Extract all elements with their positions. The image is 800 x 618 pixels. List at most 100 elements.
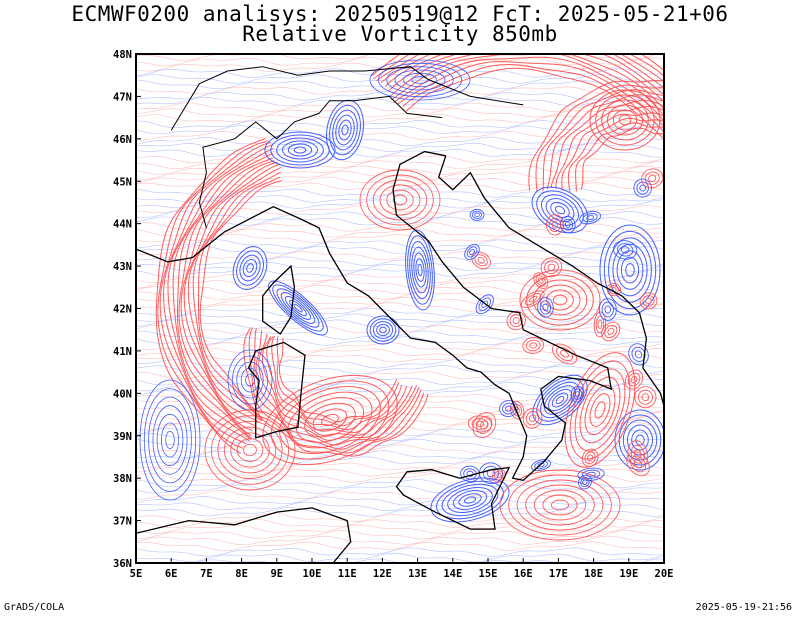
blue-vorticity-feature: [366, 315, 400, 345]
red-vorticity-feature: [552, 294, 568, 306]
background-contour: [136, 490, 664, 500]
blue-vorticity-feature: [415, 258, 425, 282]
red-vorticity-feature: [236, 438, 264, 462]
small-vorticity-cell: [620, 246, 630, 254]
blue-vorticity-feature: [377, 62, 463, 98]
blue-vorticity-feature: [413, 252, 427, 288]
red-vorticity-feature: [579, 376, 621, 444]
small-vorticity-cell: [578, 474, 592, 490]
blue-vorticity-feature: [554, 205, 566, 215]
blue-vorticity-feature: [242, 258, 258, 278]
africa-coastline: [136, 507, 352, 563]
background-contour: [136, 541, 664, 552]
red-vorticity-arc: [580, 127, 664, 190]
blue-vorticity-feature: [165, 430, 175, 449]
blue-vorticity-feature: [280, 292, 316, 324]
blue-vorticity-feature: [612, 243, 648, 297]
red-vorticity-arc: [172, 152, 273, 439]
italy-coastline: [223, 150, 613, 482]
background-contour: [136, 330, 664, 340]
sicily-coastline: [395, 466, 511, 530]
red-vorticity-feature: [589, 89, 661, 151]
red-vorticity-arc: [528, 80, 664, 192]
small-vorticity-cell: [551, 343, 578, 365]
blue-vorticity-feature: [417, 263, 423, 277]
red-vorticity-arc: [388, 54, 664, 103]
blue-vorticity-feature: [293, 146, 307, 154]
small-vorticity-cell: [524, 293, 541, 306]
small-vorticity-cell: [587, 454, 594, 462]
lat-tick-label: 37N: [113, 516, 132, 528]
small-vorticity-cell: [547, 263, 556, 271]
red-vorticity-arc: [271, 335, 403, 431]
red-vorticity-feature: [508, 474, 612, 536]
lon-tick-label: 16E: [514, 568, 533, 580]
blue-vorticity-feature: [376, 323, 390, 337]
small-vorticity-cell: [520, 290, 545, 309]
blue-vorticity-feature: [293, 303, 303, 313]
small-vorticity-cell: [579, 210, 602, 225]
small-vorticity-cell: [534, 461, 548, 470]
small-vorticity-cell: [604, 324, 618, 339]
blue-vorticity-feature: [264, 131, 336, 169]
small-vorticity-cell: [514, 406, 520, 414]
blue-vorticity-feature: [411, 246, 429, 294]
blue-vorticity-feature: [551, 392, 569, 408]
red-vorticity-feature: [392, 194, 408, 206]
red-vorticity-feature: [525, 484, 595, 526]
small-vorticity-cell: [472, 412, 497, 439]
blue-vorticity-feature: [335, 114, 355, 146]
background-contour: [136, 222, 664, 232]
background-contour: [136, 262, 664, 272]
lat-tick-label: 47N: [113, 91, 132, 103]
small-vorticity-cell: [595, 315, 605, 334]
small-vorticity-cell: [580, 477, 590, 488]
blue-vorticity-feature: [148, 396, 192, 484]
small-vorticity-cell: [474, 212, 480, 218]
blue-vorticity-feature: [441, 483, 499, 517]
small-vorticity-cell: [512, 317, 520, 325]
red-vorticity-feature: [287, 391, 373, 449]
red-vorticity-arc: [371, 54, 664, 76]
small-vorticity-cell: [522, 407, 543, 429]
small-vorticity-cell: [505, 405, 512, 412]
footer-software: GrADS/COLA: [4, 602, 65, 613]
map-subtitle: Relative Vorticity 850mb: [242, 22, 558, 46]
blue-vorticity-feature: [282, 140, 318, 160]
background-contour: [136, 74, 664, 84]
lon-tick-label: 7E: [200, 568, 213, 580]
blue-vorticity-feature: [139, 379, 201, 501]
red-vorticity-feature: [372, 179, 428, 221]
blue-vorticity-feature: [289, 299, 307, 317]
red-vorticity-arc: [546, 94, 664, 190]
red-vorticity-arc: [187, 166, 282, 422]
red-vorticity-feature: [612, 109, 638, 131]
red-vorticity-feature: [262, 374, 398, 466]
small-vorticity-cell: [528, 295, 538, 303]
background-contour: [136, 102, 664, 113]
lon-tick-label: 9E: [270, 568, 283, 580]
blue-vorticity-feature: [246, 263, 254, 273]
lat-tick-label: 45N: [113, 176, 132, 188]
red-vorticity-arc: [575, 122, 664, 192]
small-vorticity-cell: [542, 303, 549, 312]
small-vorticity-cell: [466, 246, 478, 258]
small-vorticity-cell: [586, 215, 595, 221]
small-vorticity-cell: [597, 319, 603, 330]
blue-vorticity-feature: [236, 361, 264, 399]
blue-vorticity-feature: [627, 424, 653, 456]
background-contour: [136, 148, 664, 158]
blue-vorticity-feature: [276, 137, 324, 163]
blue-vorticity-feature: [332, 109, 358, 151]
small-vorticity-cell: [525, 339, 541, 352]
background-contour: [136, 245, 664, 255]
sardinia-coastline: [247, 341, 306, 439]
small-vorticity-cell: [525, 410, 540, 426]
blue-vorticity-feature: [620, 256, 640, 284]
background-contour: [136, 347, 664, 358]
red-vorticity-feature: [532, 279, 588, 321]
small-vorticity-cell: [479, 462, 503, 485]
background-contour: [136, 307, 664, 318]
small-vorticity-cell: [496, 472, 502, 479]
red-vorticity-feature: [217, 420, 283, 480]
